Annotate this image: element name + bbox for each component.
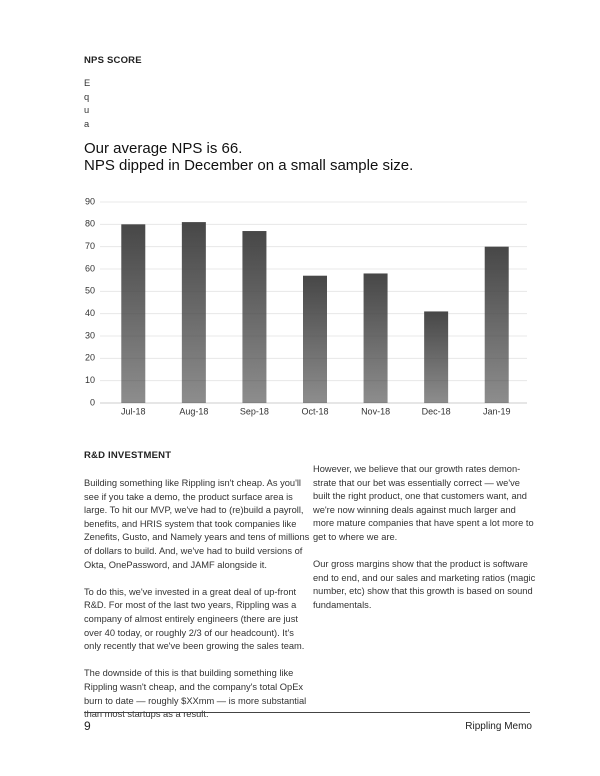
- text-line: company of almost entirely engineers (th…: [84, 614, 298, 624]
- chart-title: Our average NPS is 66.: [84, 140, 243, 157]
- text-line: strate that our bet was essentially corr…: [313, 477, 520, 488]
- page-number: 9: [84, 719, 91, 733]
- footer-label: Rippling Memo: [465, 721, 532, 732]
- text-line: of dollars to build. And, we've had to b…: [84, 546, 303, 556]
- text-line: Building something like Rippling isn't c…: [84, 478, 301, 488]
- bar: [484, 246, 509, 403]
- bar: [424, 311, 449, 403]
- y-tick-label: 50: [85, 286, 95, 296]
- x-tick-label: Aug-18: [179, 406, 208, 416]
- bar: [181, 222, 206, 403]
- text-line: q: [84, 91, 90, 102]
- text-line: R&D. For most of the last two years, Rip…: [84, 600, 297, 611]
- text-line: Our gross margins show that the product …: [313, 559, 528, 570]
- text-line: However, we believe that our growth rate…: [313, 464, 521, 474]
- text-line: u: [84, 105, 90, 116]
- bar: [363, 273, 388, 403]
- text-line: burn to date — roughly $XXmm — is more s…: [84, 695, 307, 706]
- y-tick-label: 0: [90, 397, 95, 407]
- x-tick-label: Sep-18: [240, 406, 269, 416]
- text-line: built the right product, one that custom…: [313, 491, 527, 502]
- bar: [303, 275, 327, 403]
- text-line: only recently that we've been growing th…: [84, 641, 305, 652]
- text-line: number, etc) show that this growth is ba…: [313, 586, 533, 597]
- text-line: more mature companies that have spent a …: [313, 518, 534, 529]
- text-line: end to end, and our sales and marketing …: [313, 572, 536, 583]
- heading: NPS SCORE: [84, 55, 142, 66]
- text-line: To do this, we've invested in a great de…: [84, 586, 297, 597]
- text-line: see if you take a demo, the product surf…: [84, 491, 293, 502]
- text-line: E: [84, 78, 91, 88]
- heading: R&D INVESTMENT: [84, 450, 172, 461]
- text-line: The downside of this is that building so…: [84, 668, 294, 679]
- y-tick-label: 60: [85, 263, 95, 273]
- chart-subtitle: NPS dipped in December on a small sample…: [84, 157, 414, 174]
- y-tick-label: 20: [85, 353, 95, 363]
- y-tick-label: 90: [85, 196, 95, 206]
- text-line: a: [84, 118, 90, 129]
- bar: [121, 224, 146, 403]
- x-tick-label: Dec-18: [422, 406, 451, 416]
- text-line: Zenefits, Gusto, and Namely years and te…: [84, 532, 310, 543]
- text-line: over 40 today, or roughly 2/3 of our hea…: [84, 627, 294, 638]
- x-tick-label: Jul-18: [121, 406, 146, 416]
- x-tick-label: Nov-18: [361, 406, 390, 416]
- x-tick-label: Jan-19: [483, 406, 511, 416]
- y-tick-label: 30: [85, 330, 95, 340]
- text-line: Okta, OnePassword, and JAMF alongside it…: [84, 559, 267, 570]
- text-line: get to where we are.: [313, 532, 398, 542]
- y-tick-label: 10: [85, 375, 95, 385]
- y-tick-label: 40: [85, 308, 95, 318]
- y-tick-label: 70: [85, 241, 95, 251]
- x-tick-label: Oct-18: [301, 406, 328, 416]
- text-line: Rippling wasn't cheap, and the company's…: [84, 682, 304, 692]
- text-line: than most startups as a result.: [84, 709, 209, 720]
- y-tick-label: 80: [85, 219, 95, 229]
- text-line: fundamentals.: [313, 600, 372, 610]
- text-line: benefits, and HRIS system that took comp…: [84, 518, 297, 529]
- chart: 0 10 20 30 40 50 60 70 80 90 Jul-18 Aug-18 Sep-18 Oct…: [85, 196, 527, 416]
- text-line: we're now winning deals against much lar…: [313, 504, 516, 515]
- bar: [242, 231, 267, 403]
- text-line: large. To hit our MVP, we've had to (re)…: [84, 505, 304, 516]
- footer-rule: [84, 712, 530, 713]
